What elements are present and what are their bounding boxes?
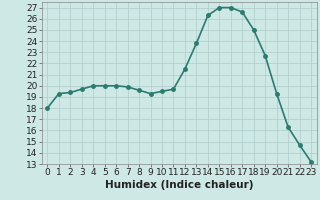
X-axis label: Humidex (Indice chaleur): Humidex (Indice chaleur): [105, 180, 253, 190]
